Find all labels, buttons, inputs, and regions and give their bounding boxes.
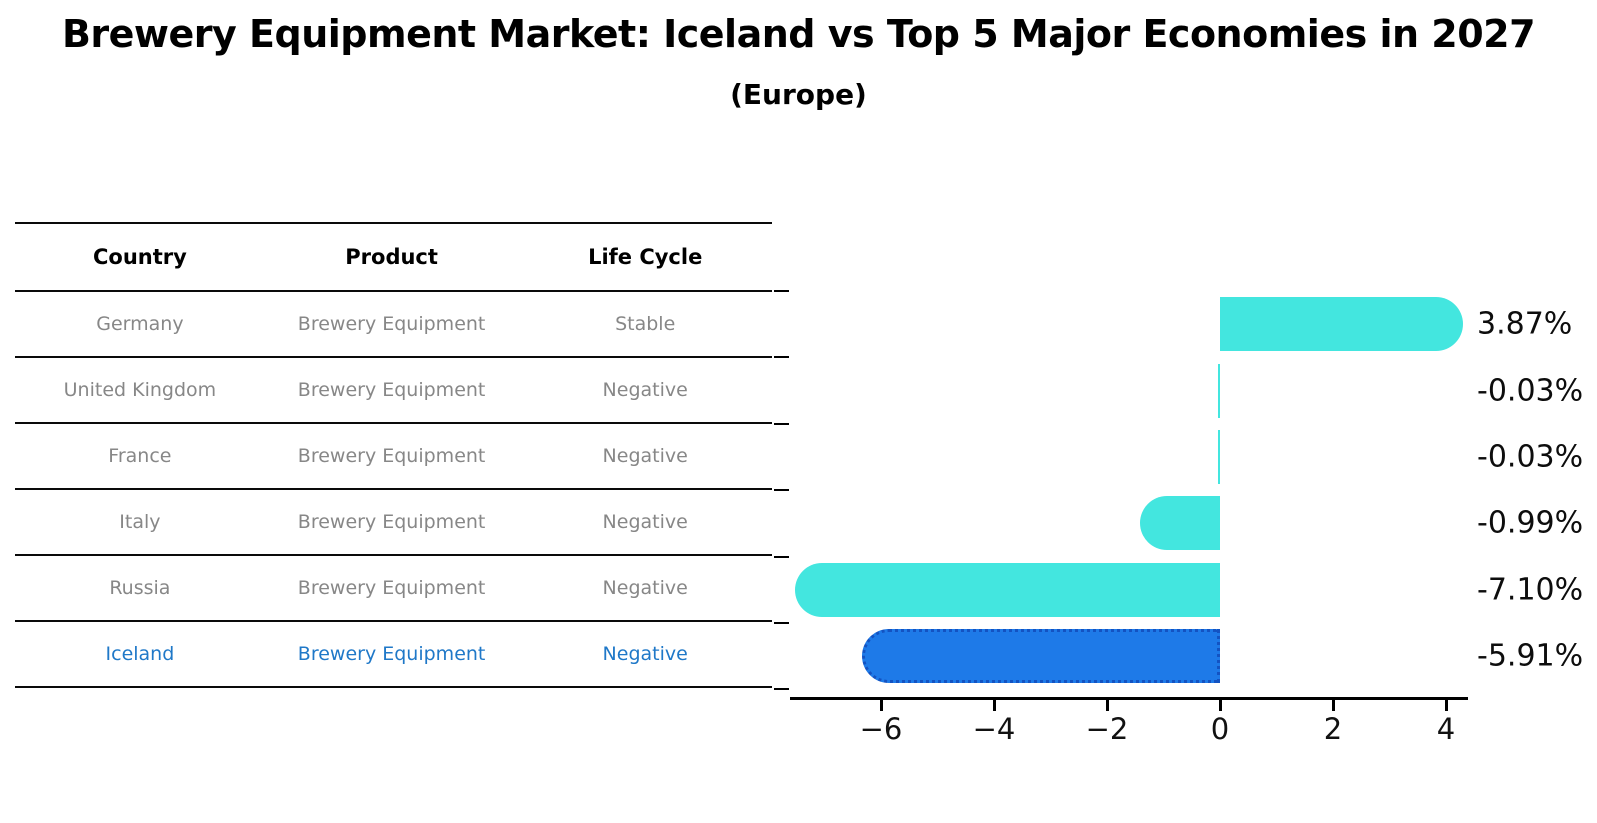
cell-life-cycle: Negative bbox=[518, 357, 772, 424]
cell-life-cycle: Negative bbox=[518, 489, 772, 556]
x-axis-tick bbox=[1444, 700, 1448, 711]
bar-united-kingdom bbox=[1217, 363, 1220, 418]
table-row: Italy Brewery Equipment Negative bbox=[15, 489, 772, 556]
cell-country: Germany bbox=[15, 291, 265, 358]
bar-value-label: -0.03% bbox=[1477, 373, 1584, 409]
x-axis-tick-label: −2 bbox=[1085, 712, 1129, 746]
y-axis-tick bbox=[774, 555, 789, 558]
chart-title: Brewery Equipment Market: Iceland vs Top… bbox=[61, 12, 1536, 56]
bar-value-label: 3.87% bbox=[1477, 306, 1573, 342]
table-header-row: Country Product Life Cycle bbox=[15, 222, 772, 292]
cell-country: Iceland bbox=[15, 621, 265, 688]
cell-country: Italy bbox=[15, 489, 265, 556]
y-axis-tick bbox=[774, 356, 789, 359]
bar-value-label: -7.10% bbox=[1477, 572, 1584, 608]
cell-product: Brewery Equipment bbox=[264, 357, 519, 424]
y-axis-tick bbox=[774, 688, 789, 691]
cell-product: Brewery Equipment bbox=[264, 621, 519, 688]
cell-product: Brewery Equipment bbox=[264, 555, 519, 622]
bar-germany bbox=[1220, 297, 1463, 352]
y-axis-tick bbox=[774, 290, 789, 292]
table-row: Russia Brewery Equipment Negative bbox=[15, 555, 772, 622]
x-axis-tick bbox=[992, 700, 996, 711]
x-axis-line bbox=[790, 697, 1468, 700]
cell-product: Brewery Equipment bbox=[264, 423, 519, 490]
bar-iceland bbox=[862, 629, 1220, 684]
x-axis-tick bbox=[1105, 700, 1109, 711]
x-axis-tick-label: −6 bbox=[859, 712, 903, 746]
cell-country: Russia bbox=[15, 555, 265, 622]
bar-value-label: -0.03% bbox=[1477, 439, 1584, 475]
bar-france bbox=[1217, 430, 1220, 484]
x-axis-tick bbox=[879, 700, 883, 711]
x-axis-tick-label: 2 bbox=[1323, 712, 1343, 746]
cell-country: United Kingdom bbox=[15, 357, 265, 424]
y-axis-tick bbox=[774, 422, 789, 425]
column-header-life-cycle: Life Cycle bbox=[518, 222, 772, 292]
x-axis-tick bbox=[1331, 700, 1335, 711]
column-header-country: Country bbox=[15, 222, 265, 292]
column-header-product: Product bbox=[264, 222, 519, 292]
x-axis-tick bbox=[1218, 700, 1222, 711]
y-axis-tick bbox=[774, 622, 789, 624]
bar-value-label: -5.91% bbox=[1477, 638, 1584, 674]
cell-life-cycle: Negative bbox=[518, 621, 772, 688]
table-row: Germany Brewery Equipment Stable bbox=[15, 291, 772, 358]
x-axis-tick-label: 0 bbox=[1210, 712, 1230, 746]
chart-subtitle: (Europe) bbox=[730, 78, 867, 111]
cell-product: Brewery Equipment bbox=[264, 291, 519, 358]
table-row: France Brewery Equipment Negative bbox=[15, 423, 772, 490]
cell-life-cycle: Negative bbox=[518, 555, 772, 622]
cell-life-cycle: Stable bbox=[518, 291, 772, 358]
cell-life-cycle: Negative bbox=[518, 423, 772, 490]
bar-value-label: -0.99% bbox=[1477, 505, 1584, 541]
bar-italy bbox=[1140, 496, 1220, 551]
x-axis-tick-label: −4 bbox=[972, 712, 1016, 746]
x-axis-tick-label: 4 bbox=[1436, 712, 1456, 746]
bar-russia bbox=[794, 562, 1220, 617]
table-row: United Kingdom Brewery Equipment Negativ… bbox=[15, 357, 772, 424]
country-table: Country Product Life Cycle Germany Brewe… bbox=[15, 222, 772, 688]
cell-country: France bbox=[15, 423, 265, 490]
cell-product: Brewery Equipment bbox=[264, 489, 519, 556]
y-axis-tick bbox=[774, 489, 789, 492]
table-row: Iceland Brewery Equipment Negative bbox=[15, 621, 772, 688]
